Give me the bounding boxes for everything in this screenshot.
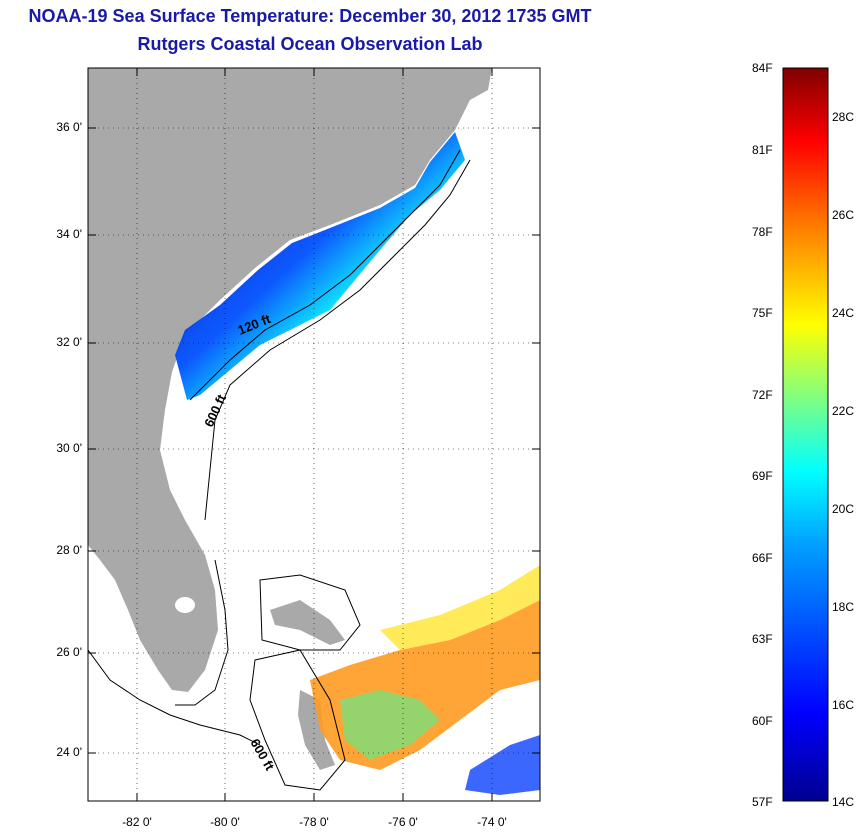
lon-label-82: -82 0' xyxy=(122,815,152,829)
cbar-c-14: 14C xyxy=(832,795,855,809)
cbar-f-84: 84F xyxy=(752,61,773,75)
cbar-f-78: 78F xyxy=(752,225,773,239)
cbar-c-18: 18C xyxy=(832,600,855,614)
cbar-f-63: 63F xyxy=(752,632,773,646)
lon-label-80: -80 0' xyxy=(210,815,240,829)
cbar-f-66: 66F xyxy=(752,551,773,565)
isobath-120ft xyxy=(189,149,461,401)
cbar-c-24: 24C xyxy=(832,306,855,320)
map-subtitle: Rutgers Coastal Ocean Observation Lab xyxy=(137,34,483,54)
map-gridlines xyxy=(88,68,540,801)
lon-label-76: -76 0' xyxy=(388,815,418,829)
cbar-c-28: 28C xyxy=(832,110,855,124)
isobath-florida xyxy=(175,559,229,706)
map-ticks xyxy=(88,68,540,801)
lat-label-34: 34 0' xyxy=(56,227,82,241)
isobath-600ft xyxy=(204,159,471,521)
colorbar xyxy=(782,67,829,802)
cbar-f-72: 72F xyxy=(752,388,773,402)
cbar-f-75: 75F xyxy=(752,306,773,320)
lake-okeechobee xyxy=(175,597,195,613)
sst-yellow-band xyxy=(380,565,540,650)
lon-label-78: -78 0' xyxy=(299,815,329,829)
map-title: NOAA-19 Sea Surface Temperature: Decembe… xyxy=(28,6,592,26)
land-bahamas-grand xyxy=(270,600,345,645)
cbar-c-26: 26C xyxy=(832,208,855,222)
lat-label-36: 36 0' xyxy=(56,120,82,134)
land-bahamas-andros xyxy=(298,690,335,770)
cbar-f-81: 81F xyxy=(752,143,773,157)
isobath-bahamas xyxy=(249,574,361,791)
lat-label-24: 24 0' xyxy=(56,745,82,759)
cbar-f-57: 57F xyxy=(752,795,773,809)
lat-label-30: 30 0' xyxy=(56,441,82,455)
sst-coastal-swath xyxy=(175,132,465,400)
lat-label-32: 32 0' xyxy=(56,335,82,349)
isobath-keys xyxy=(88,649,261,746)
sst-green-band xyxy=(340,690,440,760)
cbar-c-20: 20C xyxy=(832,502,855,516)
cbar-c-22: 22C xyxy=(832,404,855,418)
land-southeast-us xyxy=(88,68,492,692)
lat-label-26: 26 0' xyxy=(56,645,82,659)
lon-label-74: -74 0' xyxy=(477,815,507,829)
cbar-f-69: 69F xyxy=(752,469,773,483)
sst-blue-patch xyxy=(465,735,540,795)
cbar-c-16: 16C xyxy=(832,698,855,712)
cbar-f-60: 60F xyxy=(752,714,773,728)
lat-label-28: 28 0' xyxy=(56,543,82,557)
